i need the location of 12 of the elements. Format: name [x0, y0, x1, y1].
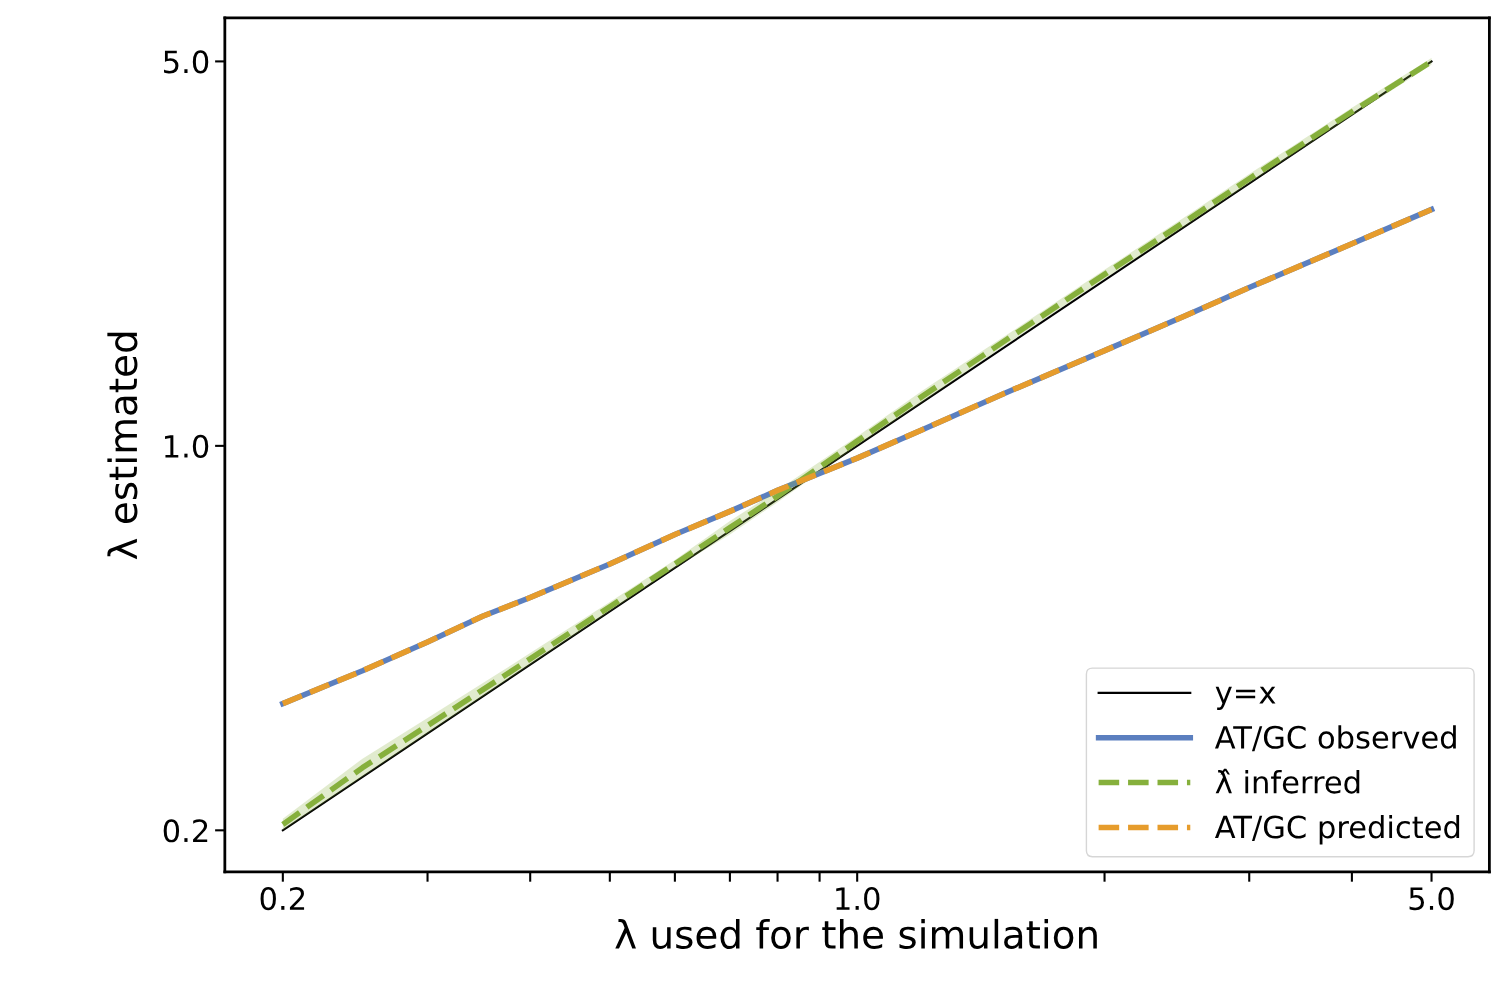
x-tick-label: 5.0	[1409, 887, 1454, 911]
legend-label: AT/GC observed	[1214, 725, 1456, 752]
y-tick-label: 5.0	[164, 50, 209, 74]
x-tick-label: 1.0	[836, 887, 880, 911]
y-axis-title: λ estimated	[107, 332, 138, 560]
y-tick-label: 1.0	[165, 434, 209, 458]
legend-label: λ̂ inferred	[1215, 768, 1360, 794]
legend-label: AT/GC predicted	[1214, 814, 1460, 845]
x-axis-title: λ used for the simulation	[615, 918, 1097, 949]
y-tick-label: 0.2	[163, 819, 208, 843]
legend-label: y=x	[1215, 686, 1276, 710]
x-tick-label: 0.2	[260, 887, 305, 911]
